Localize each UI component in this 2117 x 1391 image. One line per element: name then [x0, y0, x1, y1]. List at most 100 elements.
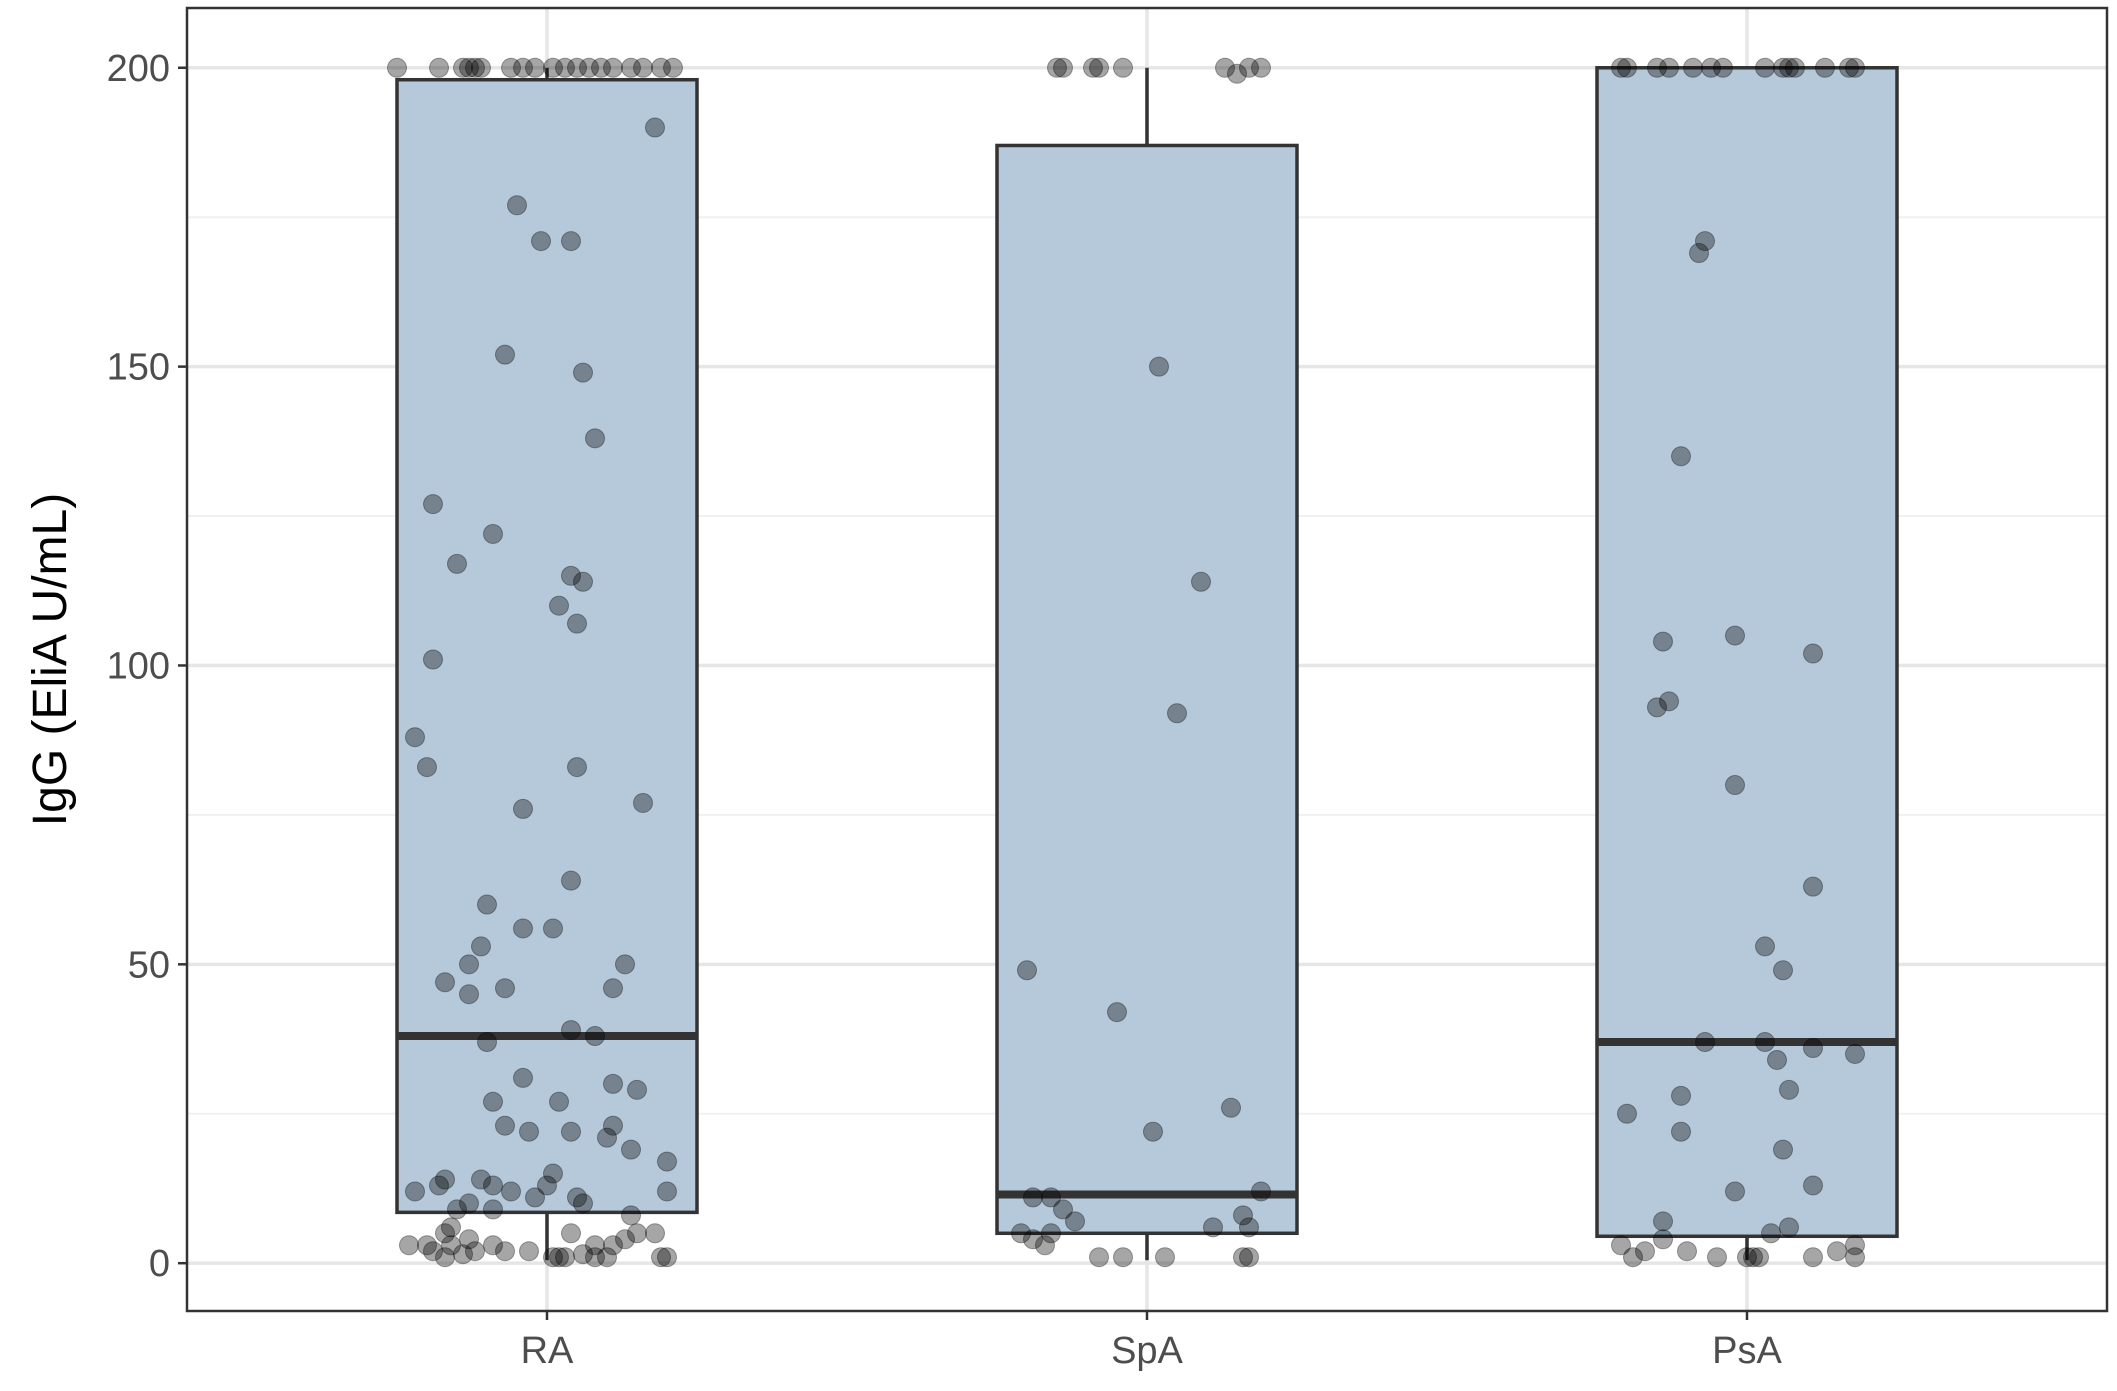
data-point: [657, 1151, 677, 1172]
data-point: [603, 1073, 623, 1094]
data-point: [435, 1169, 455, 1190]
data-point: [513, 57, 533, 78]
data-point: [603, 1235, 623, 1256]
data-point: [429, 57, 449, 78]
data-point: [561, 565, 581, 586]
data-point: [501, 57, 521, 78]
x-tick-label: PsA: [1712, 1330, 1782, 1372]
data-point: [447, 553, 467, 574]
data-point: [1233, 1205, 1253, 1226]
data-point: [1773, 57, 1793, 78]
data-point: [1827, 1241, 1847, 1262]
data-point: [435, 972, 455, 993]
data-point: [1227, 63, 1247, 84]
data-point: [495, 344, 515, 365]
data-point: [1803, 1247, 1823, 1268]
data-point: [459, 984, 479, 1005]
data-point: [453, 57, 473, 78]
y-tick-label: 100: [107, 645, 170, 687]
data-point: [573, 362, 593, 383]
data-point: [1011, 1223, 1031, 1244]
data-point: [543, 1163, 563, 1184]
data-point: [447, 1199, 467, 1220]
data-point: [1053, 57, 1073, 78]
data-point: [1089, 1247, 1109, 1268]
data-point: [1725, 625, 1745, 646]
data-point: [435, 1247, 455, 1268]
y-tick-label: 150: [107, 347, 170, 389]
data-point: [561, 1223, 581, 1244]
data-point: [1695, 231, 1715, 252]
data-point: [1239, 1247, 1259, 1268]
data-point: [543, 918, 563, 939]
data-point: [1053, 1199, 1073, 1220]
data-point: [1701, 57, 1721, 78]
box-ra: [395, 67, 699, 1261]
points-layer: [387, 57, 1865, 1268]
data-point: [1113, 1247, 1133, 1268]
data-point: [495, 1115, 515, 1136]
data-point: [1167, 703, 1187, 724]
data-point: [585, 428, 605, 449]
data-point: [453, 1244, 473, 1265]
data-point: [573, 1193, 593, 1214]
data-point: [591, 57, 611, 78]
data-point: [1671, 1085, 1691, 1106]
data-point: [1023, 1229, 1043, 1250]
data-point: [531, 231, 551, 252]
y-tick-label: 200: [107, 48, 170, 90]
data-point: [405, 727, 425, 748]
data-point: [597, 1247, 617, 1268]
data-point: [573, 1244, 593, 1265]
data-point: [1767, 1049, 1787, 1070]
data-point: [555, 1247, 575, 1268]
data-point: [1713, 57, 1733, 78]
data-point: [1107, 1002, 1127, 1023]
data-point: [1647, 697, 1667, 718]
data-point: [621, 57, 641, 78]
data-point: [651, 1247, 671, 1268]
data-point: [1755, 57, 1775, 78]
data-point: [561, 1121, 581, 1142]
data-point: [1143, 1121, 1163, 1142]
data-point: [1689, 243, 1709, 264]
data-point: [1083, 57, 1103, 78]
box-body: [395, 77, 699, 1215]
data-point: [459, 57, 479, 78]
data-point: [543, 1247, 563, 1268]
data-point: [1611, 57, 1631, 78]
data-point: [537, 1175, 557, 1196]
data-point: [477, 1032, 497, 1053]
data-point: [1659, 57, 1679, 78]
data-point: [543, 57, 563, 78]
data-point: [549, 1091, 569, 1112]
data-point: [603, 1115, 623, 1136]
box-psa: [1595, 66, 1899, 1261]
data-point: [621, 1205, 641, 1226]
data-point: [483, 1235, 503, 1256]
data-point: [1677, 1241, 1697, 1262]
data-point: [603, 57, 623, 78]
data-point: [519, 1121, 539, 1142]
data-point: [1671, 1121, 1691, 1142]
data-point: [495, 1241, 515, 1262]
data-point: [621, 1139, 641, 1160]
data-point: [615, 1229, 635, 1250]
data-point: [1233, 1247, 1253, 1268]
data-point: [525, 1187, 545, 1208]
data-point: [645, 1223, 665, 1244]
data-point: [627, 1079, 647, 1100]
data-point: [573, 571, 593, 592]
data-point: [417, 757, 437, 778]
data-point: [1815, 57, 1835, 78]
data-point: [567, 1187, 587, 1208]
data-point: [1047, 57, 1067, 78]
data-point: [1191, 571, 1211, 592]
x-tick-label: RA: [521, 1330, 574, 1372]
data-point: [549, 1247, 569, 1268]
data-point: [483, 1091, 503, 1112]
data-point: [1743, 1247, 1763, 1268]
data-point: [1065, 1211, 1085, 1232]
data-point: [585, 1247, 605, 1268]
